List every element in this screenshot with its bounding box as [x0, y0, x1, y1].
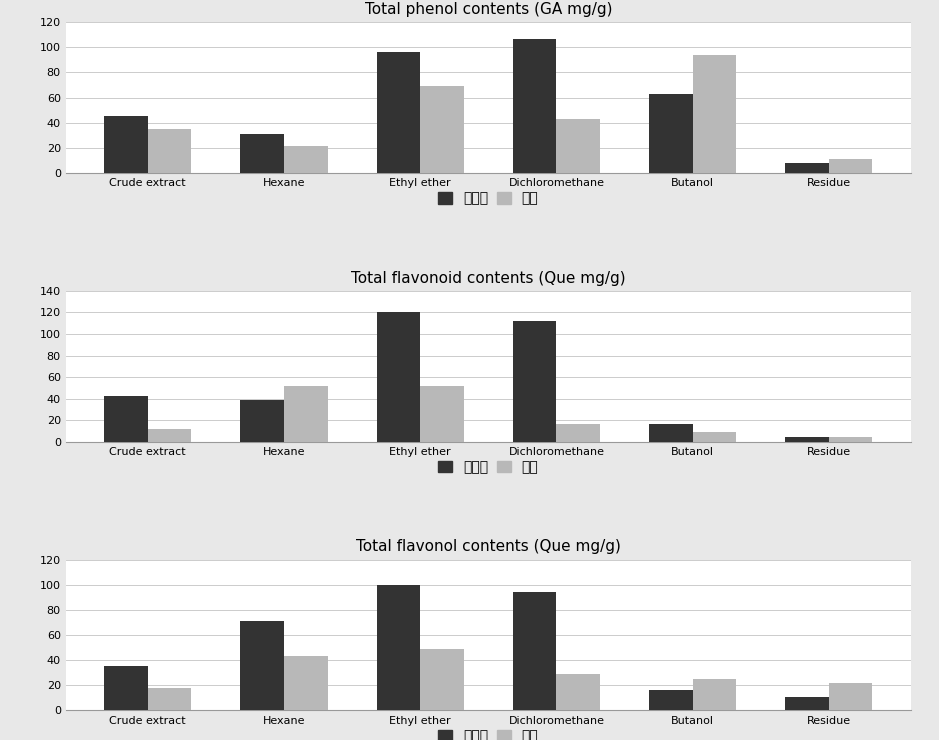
Bar: [829, 683, 872, 710]
Bar: [420, 649, 464, 710]
Bar: [829, 437, 872, 442]
Title: Total flavonoid contents (Que mg/g): Total flavonoid contents (Que mg/g): [351, 271, 625, 286]
Bar: [785, 696, 829, 710]
Bar: [557, 119, 600, 173]
Bar: [420, 87, 464, 173]
Bar: [284, 386, 328, 442]
Bar: [649, 425, 693, 442]
Bar: [513, 321, 557, 442]
Bar: [240, 134, 284, 173]
Bar: [104, 667, 147, 710]
Bar: [377, 312, 420, 442]
Bar: [147, 129, 192, 173]
Bar: [829, 159, 872, 173]
Legend: 닭나무, 저마: 닭나무, 저마: [433, 186, 544, 211]
Bar: [785, 437, 829, 442]
Bar: [693, 432, 736, 442]
Bar: [377, 53, 420, 173]
Bar: [693, 679, 736, 710]
Bar: [649, 690, 693, 710]
Bar: [284, 656, 328, 710]
Bar: [513, 38, 557, 173]
Title: Total phenol contents (GA mg/g): Total phenol contents (GA mg/g): [364, 2, 612, 17]
Bar: [557, 674, 600, 710]
Bar: [649, 94, 693, 173]
Bar: [420, 386, 464, 442]
Legend: 닭나무, 저마: 닭나무, 저마: [433, 724, 544, 740]
Bar: [377, 585, 420, 710]
Bar: [785, 163, 829, 173]
Bar: [147, 687, 192, 710]
Bar: [513, 593, 557, 710]
Bar: [240, 622, 284, 710]
Bar: [104, 397, 147, 442]
Title: Total flavonol contents (Que mg/g): Total flavonol contents (Que mg/g): [356, 539, 621, 554]
Bar: [693, 55, 736, 173]
Bar: [104, 116, 147, 173]
Bar: [284, 147, 328, 173]
Bar: [147, 428, 192, 442]
Bar: [557, 425, 600, 442]
Legend: 닭나무, 저마: 닭나무, 저마: [433, 455, 544, 480]
Bar: [240, 400, 284, 442]
